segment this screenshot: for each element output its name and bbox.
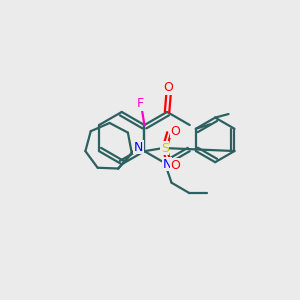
Text: O: O bbox=[171, 159, 181, 172]
Text: O: O bbox=[171, 125, 181, 138]
Text: O: O bbox=[164, 81, 173, 94]
Text: N: N bbox=[134, 141, 143, 154]
Text: N: N bbox=[162, 158, 172, 171]
Text: S: S bbox=[160, 142, 169, 155]
Text: F: F bbox=[137, 97, 144, 110]
